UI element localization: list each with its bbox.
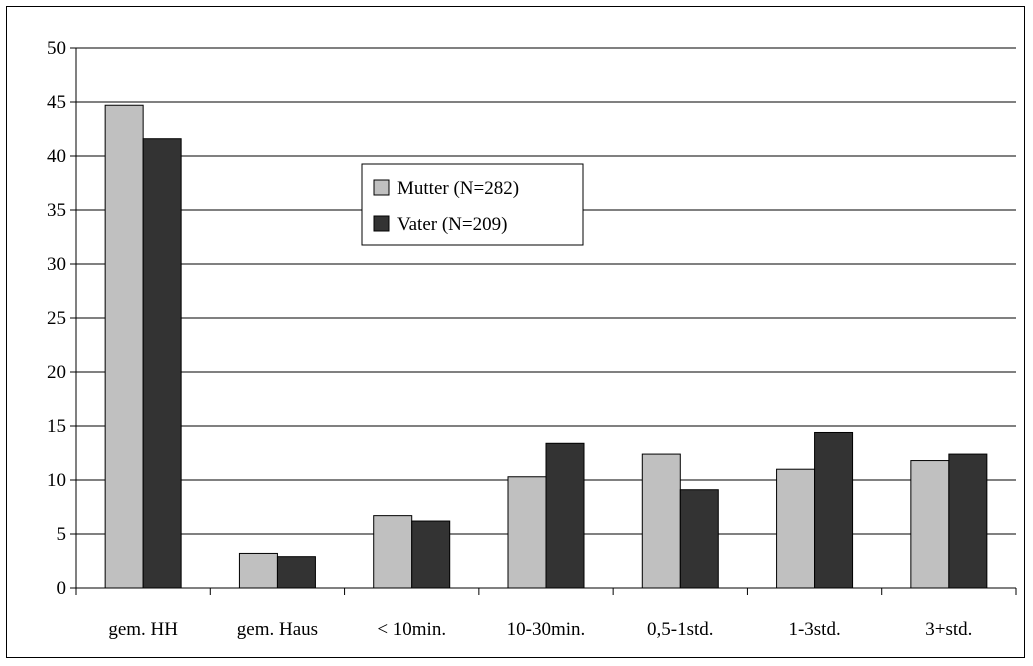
legend-box — [361, 163, 584, 246]
y-tick-label: 10 — [47, 470, 66, 491]
bar-mutter — [238, 552, 278, 589]
bar-mutter — [641, 453, 681, 589]
legend-label-mutter: Mutter (N=282) — [397, 178, 519, 199]
y-tick-label: 20 — [47, 362, 66, 383]
bar-mutter — [373, 515, 413, 589]
bar-vater — [814, 431, 854, 589]
x-tick-label: 3+std. — [925, 619, 972, 640]
bar-vater — [142, 138, 182, 589]
y-tick-label: 5 — [57, 524, 67, 545]
y-tick-label: 0 — [57, 578, 67, 599]
x-tick-label: gem. Haus — [237, 619, 318, 640]
x-tick-label: < 10min. — [377, 619, 446, 640]
y-tick-label: 50 — [47, 38, 66, 59]
y-tick-label: 25 — [47, 308, 66, 329]
bar-vater — [276, 556, 316, 589]
bar-mutter — [104, 104, 144, 589]
y-tick-label: 35 — [47, 200, 66, 221]
x-tick-label: gem. HH — [108, 619, 178, 640]
bar-vater — [948, 453, 988, 589]
legend-label-vater: Vater (N=209) — [397, 214, 507, 235]
x-tick-label: 1-3std. — [788, 619, 840, 640]
bar-vater — [411, 520, 451, 589]
x-tick-label: 0,5-1std. — [647, 619, 714, 640]
bar-mutter — [910, 460, 950, 589]
x-tick-label: 10-30min. — [507, 619, 586, 640]
bar-vater — [679, 489, 719, 589]
y-tick-label: 40 — [47, 146, 66, 167]
bar-vater — [545, 442, 585, 589]
x-axis-labels: gem. HH gem. Haus < 10min. 10-30min. 0,5-1st… — [108, 619, 972, 640]
bars — [104, 104, 988, 589]
axes — [75, 48, 1017, 595]
legend-swatch-vater — [373, 215, 390, 232]
y-tick-label: 30 — [47, 254, 66, 275]
legend-swatch-mutter — [373, 179, 390, 196]
bar-mutter — [776, 468, 816, 589]
y-tick-label: 15 — [47, 416, 66, 437]
legend: Mutter (N=282) Vater (N=209) — [361, 163, 584, 246]
bar-mutter — [507, 476, 547, 589]
y-axis-ticks: 0 5 10 15 20 25 30 35 40 45 50 — [47, 38, 76, 599]
gridlines — [76, 47, 1016, 535]
y-tick-label: 45 — [47, 92, 66, 113]
